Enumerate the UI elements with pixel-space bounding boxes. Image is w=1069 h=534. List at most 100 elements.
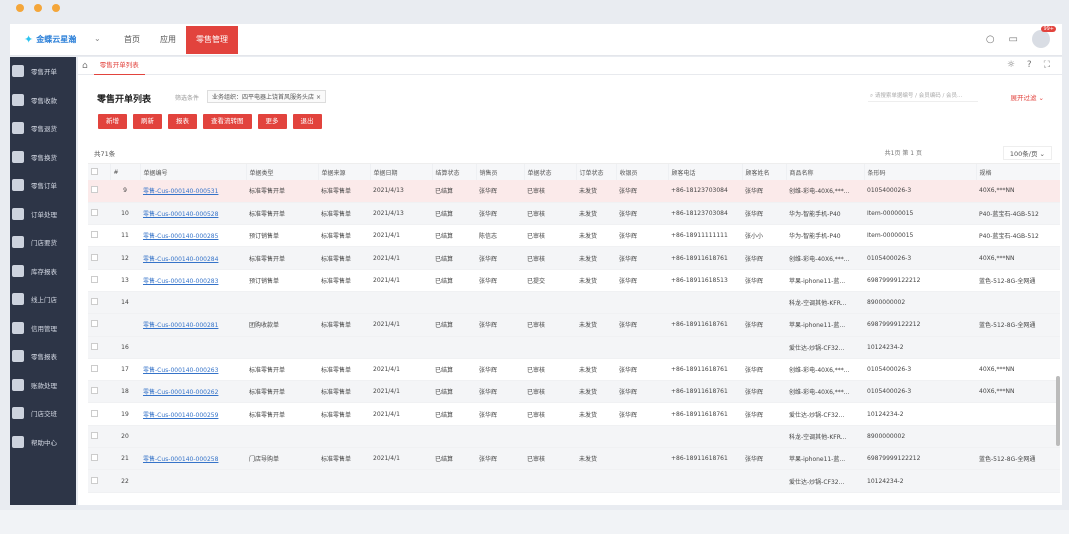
table-row[interactable]: 10 零售-Cus-000140-000528 标准零售开单 标准零售单 2021/4/… <box>88 202 1060 226</box>
column-header[interactable]: 单据日期 <box>370 164 433 180</box>
nav-item[interactable]: 零售管理 <box>186 26 238 54</box>
table-row[interactable]: 22 爱仕达-炒锅-CF32... 10124234-2 <box>88 469 1060 493</box>
table-row[interactable]: 21 零售-Cus-000140-000258 门店导购单 标准零售单 2021/4/1… <box>88 447 1060 471</box>
nav-item[interactable]: 应用 <box>160 35 176 44</box>
document-number-link[interactable]: 零售-Cus-000140-000283 <box>140 269 246 292</box>
row-checkbox-cell[interactable] <box>88 202 110 226</box>
close-dot[interactable] <box>16 4 24 12</box>
row-checkbox[interactable] <box>91 431 98 439</box>
table-row[interactable]: 12 零售-Cus-000140-000284 标准零售开单 标准零售单 2021/4/… <box>88 246 1060 270</box>
table-row[interactable]: 17 零售-Cus-000140-000263 标准零售开单 标准零售单 2021/4/… <box>88 358 1060 382</box>
row-checkbox-cell[interactable] <box>88 358 110 382</box>
row-checkbox[interactable] <box>91 298 98 306</box>
column-header[interactable] <box>88 164 111 180</box>
row-checkbox-cell[interactable] <box>88 246 110 270</box>
nav-item[interactable]: 首页 <box>124 35 140 44</box>
row-checkbox-cell[interactable] <box>88 224 110 248</box>
table-row[interactable]: 19 零售-Cus-000140-000259 标准零售开单 标准零售单 2021/4/… <box>88 402 1060 426</box>
row-checkbox[interactable] <box>91 275 98 283</box>
row-checkbox[interactable] <box>91 454 98 462</box>
maximize-dot[interactable] <box>52 4 60 12</box>
help-icon[interactable]: ? <box>1026 60 1032 70</box>
document-number-link[interactable]: 零售-Cus-000140-000259 <box>140 402 246 426</box>
document-number-link[interactable]: 零售-Cus-000140-000281 <box>140 313 246 337</box>
table-row[interactable]: 零售-Cus-000140-000281 团购收款单 标准零售单 2021/4/1 已结… <box>88 313 1060 337</box>
table-row[interactable]: 14 科龙-空调其他-KFR... 8900000002 <box>88 291 1060 315</box>
document-number-link[interactable]: 零售-Cus-000140-000262 <box>140 380 246 404</box>
sidebar-item[interactable]: 门店交班 <box>10 399 76 428</box>
row-checkbox-cell[interactable] <box>88 425 110 449</box>
sidebar-item[interactable]: 帮助中心 <box>10 428 76 457</box>
row-checkbox[interactable] <box>91 253 98 261</box>
message-icon[interactable]: ▭ <box>1008 33 1018 45</box>
minimize-dot[interactable] <box>34 4 42 12</box>
row-checkbox[interactable] <box>91 186 98 194</box>
document-number-link[interactable] <box>140 469 246 493</box>
home-icon[interactable]: ⌂ <box>82 60 88 71</box>
sidebar-item[interactable]: 零售报表 <box>10 342 76 371</box>
search-icon[interactable]: ○ <box>985 33 995 45</box>
row-checkbox-cell[interactable] <box>88 336 110 359</box>
select-all-checkbox[interactable] <box>91 167 98 175</box>
row-checkbox[interactable] <box>91 476 98 484</box>
sidebar-item[interactable]: 零售退货 <box>10 114 76 143</box>
sidebar-item[interactable]: 零售收款 <box>10 86 76 115</box>
document-number-link[interactable] <box>140 291 246 315</box>
row-checkbox-cell[interactable] <box>88 402 110 426</box>
toolbar-button[interactable]: 退出 <box>292 114 322 129</box>
document-number-link[interactable]: 零售-Cus-000140-000284 <box>140 246 246 270</box>
row-checkbox-cell[interactable] <box>88 447 110 471</box>
close-icon[interactable]: × <box>315 94 321 101</box>
table-row[interactable]: 11 零售-Cus-000140-000285 预订销售单 标准零售单 2021/4/1… <box>88 224 1060 248</box>
scrollbar[interactable] <box>1056 376 1060 446</box>
column-header[interactable]: 规格 <box>976 164 1060 180</box>
row-checkbox[interactable] <box>91 320 98 328</box>
column-header[interactable]: 顾客姓名 <box>742 164 787 180</box>
document-number-link[interactable] <box>140 336 246 359</box>
row-checkbox[interactable] <box>91 342 98 350</box>
sidebar-item[interactable]: 库存报表 <box>10 257 76 286</box>
search-input[interactable]: ⌕ 请搜索单据编号 / 会员编码 / 会员... <box>868 90 978 102</box>
pager[interactable]: 共1页 第 1 页 <box>884 150 922 157</box>
column-header[interactable]: 结算状态 <box>432 164 477 180</box>
filter-chip[interactable]: 业务组织：四平电器上饶首风服务头店 × <box>207 90 326 103</box>
sidebar-item[interactable]: 线上门店 <box>10 285 76 314</box>
row-checkbox[interactable] <box>91 231 98 239</box>
row-checkbox-cell[interactable] <box>88 380 110 404</box>
document-number-link[interactable]: 零售-Cus-000140-000285 <box>140 224 246 248</box>
toolbar-button[interactable]: 更多 <box>257 114 287 129</box>
column-header[interactable]: 收银员 <box>616 164 669 180</box>
document-number-link[interactable]: 零售-Cus-000140-000531 <box>140 180 246 203</box>
toolbar-button[interactable]: 刷新 <box>133 114 162 129</box>
row-checkbox[interactable] <box>91 208 98 216</box>
column-header[interactable]: 销售员 <box>476 164 525 180</box>
sidebar-item[interactable]: 门店要货 <box>10 228 76 257</box>
row-checkbox-cell[interactable] <box>88 180 110 203</box>
row-checkbox-cell[interactable] <box>88 291 110 315</box>
document-number-link[interactable] <box>140 425 246 449</box>
column-header[interactable]: # <box>110 164 141 180</box>
table-row[interactable]: 9 零售-Cus-000140-000531 标准零售开单 标准零售单 2021/4/1… <box>88 180 1060 203</box>
sidebar-item[interactable]: 零售换货 <box>10 143 76 172</box>
avatar[interactable]: 99+ <box>1032 26 1056 48</box>
column-header[interactable]: 商品名称 <box>786 164 865 180</box>
sidebar-item[interactable]: 账款处理 <box>10 371 76 400</box>
document-number-link[interactable]: 零售-Cus-000140-000263 <box>140 358 246 382</box>
light-icon[interactable]: ☼ <box>1006 60 1015 70</box>
column-header[interactable]: 顾客电话 <box>668 164 743 180</box>
toolbar-button[interactable]: 查看流转图 <box>203 114 252 129</box>
column-header[interactable]: 条形码 <box>864 164 977 180</box>
app-logo[interactable]: ✦ 金蝶云星瀚 <box>24 33 77 46</box>
row-checkbox[interactable] <box>91 387 98 395</box>
column-header[interactable]: 单据类型 <box>246 164 319 180</box>
table-row[interactable]: 13 零售-Cus-000140-000283 预订销售单 标准零售单 2021/4/1… <box>88 269 1060 292</box>
column-header[interactable]: 单据状态 <box>524 164 577 180</box>
sidebar-item[interactable]: 信用管理 <box>10 314 76 343</box>
tab-retail-list[interactable]: 零售开单列表 <box>93 57 145 75</box>
table-row[interactable]: 20 科龙-空调其他-KFR... 8900000002 <box>88 425 1060 449</box>
document-number-link[interactable]: 零售-Cus-000140-000258 <box>140 447 246 471</box>
toolbar-button[interactable]: 新增 <box>98 114 127 129</box>
row-checkbox-cell[interactable] <box>88 469 110 493</box>
sidebar-item[interactable]: 零售订单 <box>10 171 76 200</box>
column-header[interactable]: 单据编号 <box>140 164 247 180</box>
